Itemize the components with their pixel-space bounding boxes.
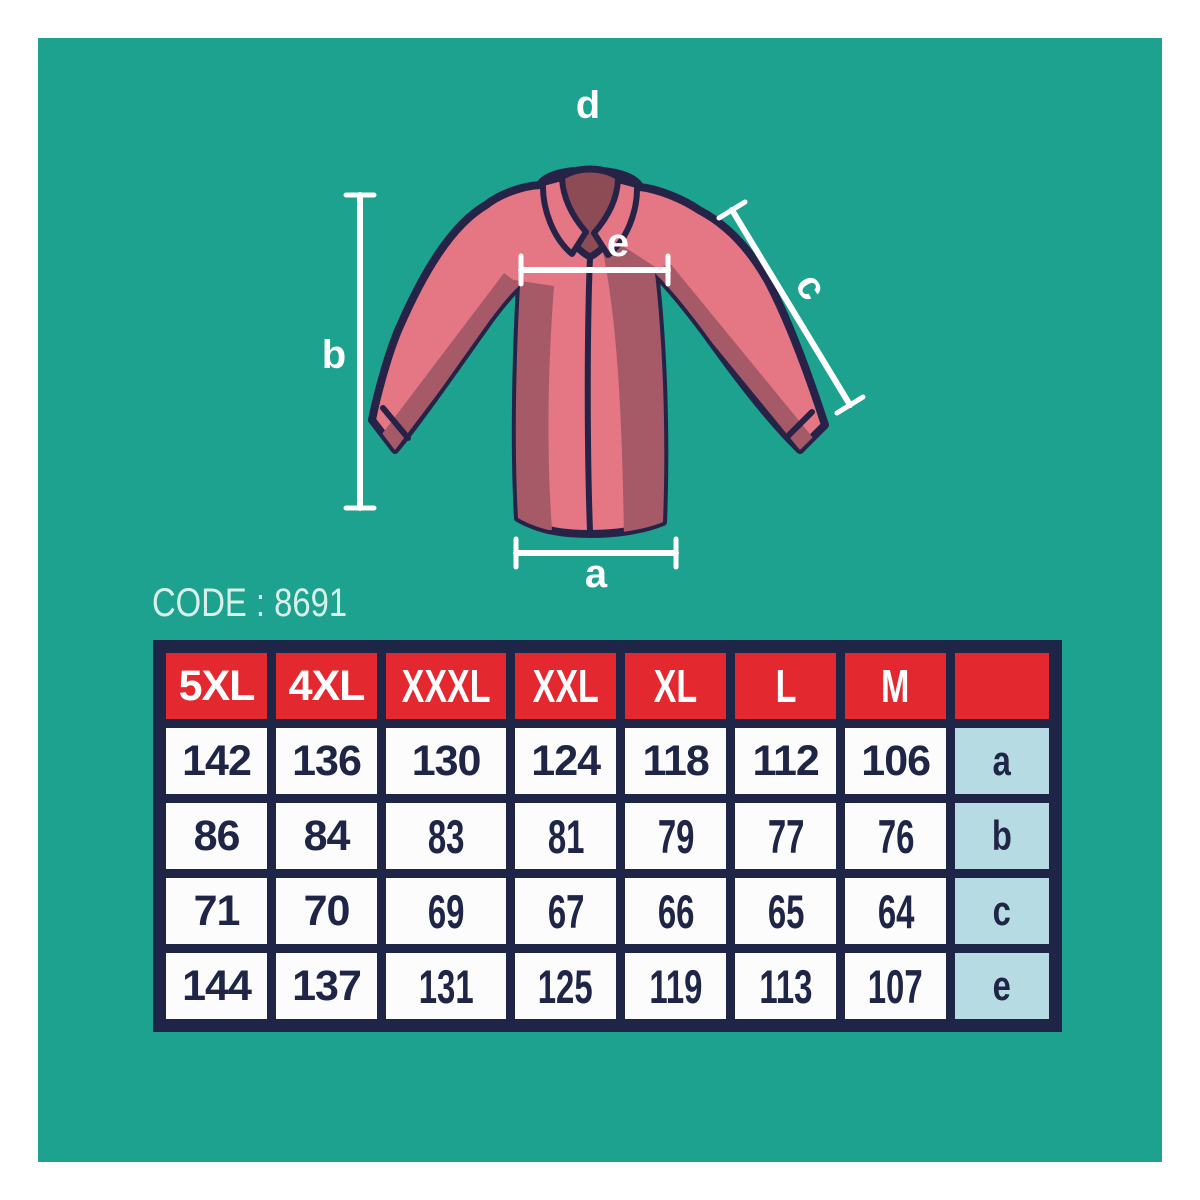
shirt-placket-line (584, 254, 593, 534)
row-label-e: e (955, 953, 1050, 1019)
column-header-measure (955, 653, 1050, 719)
column-header-xxxl: XXXL (386, 653, 507, 719)
measurement-line-a (513, 536, 679, 570)
size-value: 84 (276, 803, 377, 869)
size-value: 137 (276, 953, 377, 1019)
size-value: 64 (845, 878, 947, 944)
size-value: 65 (735, 878, 837, 944)
size-value: 83 (386, 803, 507, 869)
table-row-c: 71 70 69 67 66 65 64 c (166, 878, 1050, 944)
size-value: 142 (166, 728, 267, 794)
size-table: 5XL 4XL XXXL XXL XL L M 142 136 130 124 … (153, 640, 1063, 1032)
measurement-label-e: e (607, 221, 629, 265)
row-label-b: b (955, 803, 1050, 869)
size-value: 107 (845, 953, 947, 1019)
size-value: 67 (515, 878, 617, 944)
size-value: 71 (166, 878, 267, 944)
measurement-label-d: d (576, 90, 600, 127)
table-row-b: 86 84 83 81 79 77 76 b (166, 803, 1050, 869)
size-value: 144 (166, 953, 267, 1019)
column-header-4xl: 4XL (276, 653, 377, 719)
size-value: 124 (515, 728, 617, 794)
measurement-line-c (716, 199, 866, 416)
size-value: 131 (386, 953, 507, 1019)
row-label-a: a (955, 728, 1050, 794)
measurement-line-e (518, 253, 671, 287)
size-table-header-row: 5XL 4XL XXXL XXL XL L M (166, 653, 1050, 719)
measurement-label-c: c (787, 266, 836, 308)
column-header-m: M (845, 653, 947, 719)
size-value: 119 (625, 953, 727, 1019)
size-value: 130 (386, 728, 507, 794)
column-header-l: L (735, 653, 837, 719)
measurement-label-a: a (585, 552, 608, 590)
size-value: 118 (625, 728, 727, 794)
table-row-e: 144 137 131 125 119 113 107 e (166, 953, 1050, 1019)
size-value: 86 (166, 803, 267, 869)
row-label-c: c (955, 878, 1050, 944)
size-value: 136 (276, 728, 377, 794)
size-value: 106 (845, 728, 947, 794)
shirt-collar-right (591, 177, 641, 258)
shirt-cuff-line-left (380, 405, 411, 441)
column-header-xxl: XXL (515, 653, 617, 719)
column-header-xl: XL (625, 653, 727, 719)
size-value: 81 (515, 803, 617, 869)
shirt-collar-left (539, 175, 589, 257)
size-value: 125 (515, 953, 617, 1019)
size-value: 69 (386, 878, 507, 944)
shirt-cuff-line-right (784, 409, 815, 440)
size-value: 112 (735, 728, 837, 794)
table-row-a: 142 136 130 124 118 112 106 a (166, 728, 1050, 794)
size-value: 79 (625, 803, 727, 869)
size-value: 66 (625, 878, 727, 944)
product-code-label: CODE : 8691 (152, 581, 348, 625)
shirt-illustration: d b e c a (322, 90, 866, 590)
size-value: 113 (735, 953, 837, 1019)
column-header-5xl: 5XL (166, 653, 267, 719)
measurement-line-b (343, 192, 377, 511)
size-value: 76 (845, 803, 947, 869)
size-value: 70 (276, 878, 377, 944)
size-value: 77 (735, 803, 837, 869)
measurement-label-b: b (322, 333, 346, 377)
